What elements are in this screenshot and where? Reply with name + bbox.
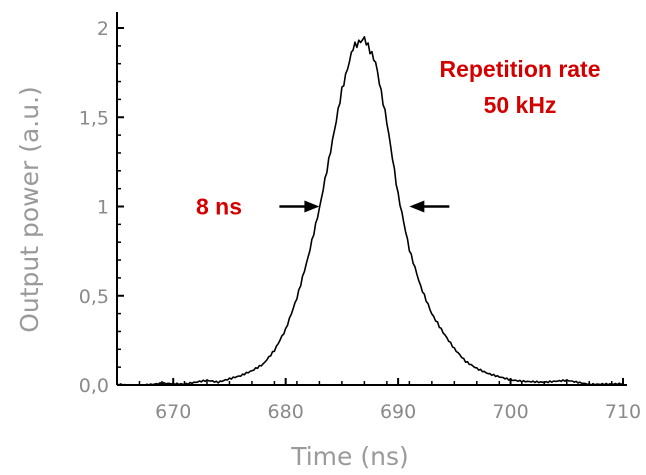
y-tick-label: 0,5 (79, 286, 109, 308)
pulse-curve (116, 36, 624, 386)
fwhm-annotation: 8 ns (196, 194, 242, 220)
tick-labels: 0,0 0,5 1 1,5 2 670 680 690 700 710 (79, 18, 641, 423)
y-tick-label: 1 (97, 197, 109, 219)
x-tick-label: 670 (155, 401, 191, 423)
fwhm-arrows (279, 200, 450, 213)
repetition-rate-annotation: Repetition rate (439, 56, 600, 82)
y-axis-title: Output power (a.u.) (15, 86, 44, 333)
y-tick-label: 0,0 (79, 375, 109, 397)
y-tick-label: 1,5 (79, 107, 109, 129)
right-arrow-head (409, 200, 425, 213)
x-tick-label: 710 (605, 401, 641, 423)
x-tick-label: 680 (268, 401, 304, 423)
x-tick-label: 700 (492, 401, 528, 423)
x-tick-label: 690 (380, 401, 416, 423)
repetition-rate-value: 50 kHz (484, 92, 557, 118)
left-arrow-head (304, 200, 320, 213)
y-tick-label: 2 (97, 18, 109, 40)
x-axis-title: Time (ns) (290, 442, 409, 471)
plot-area: 0,0 0,5 1 1,5 2 670 680 690 700 710 (79, 12, 641, 423)
